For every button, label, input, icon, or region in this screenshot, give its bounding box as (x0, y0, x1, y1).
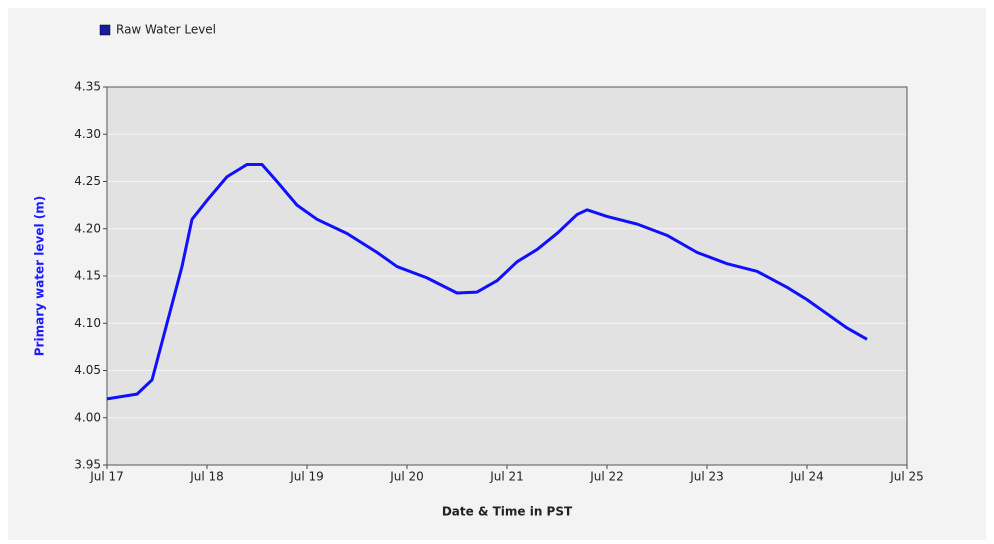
x-tick-label: Jul 17 (89, 470, 124, 484)
legend-swatch (99, 24, 111, 36)
y-tick-label: 4.30 (74, 127, 101, 141)
y-tick-label: 4.10 (74, 316, 101, 330)
x-tick-label: Jul 18 (189, 470, 224, 484)
y-tick-label: 4.00 (74, 410, 101, 424)
y-tick-label: 4.35 (74, 80, 101, 94)
y-tick-label: 4.20 (74, 221, 101, 235)
x-tick-label: Jul 21 (489, 470, 524, 484)
x-tick-label: Jul 20 (389, 470, 424, 484)
legend-label: Raw Water Level (116, 23, 216, 37)
y-tick-label: 3.95 (74, 458, 101, 472)
y-axis-label: Primary water level (m) (33, 196, 47, 356)
x-tick-label: Jul 25 (889, 470, 924, 484)
y-tick-label: 4.05 (74, 363, 101, 377)
data-line (106, 162, 868, 401)
x-tick-label: Jul 23 (689, 470, 724, 484)
x-tick-label: Jul 19 (289, 470, 324, 484)
x-tick-label: Jul 24 (789, 470, 824, 484)
y-tick-label: 4.25 (74, 174, 101, 188)
x-tick-label: Jul 22 (589, 470, 624, 484)
plot-border (106, 86, 908, 466)
x-axis-label: Date & Time in PST (442, 505, 573, 519)
y-tick-label: 4.15 (74, 269, 101, 283)
